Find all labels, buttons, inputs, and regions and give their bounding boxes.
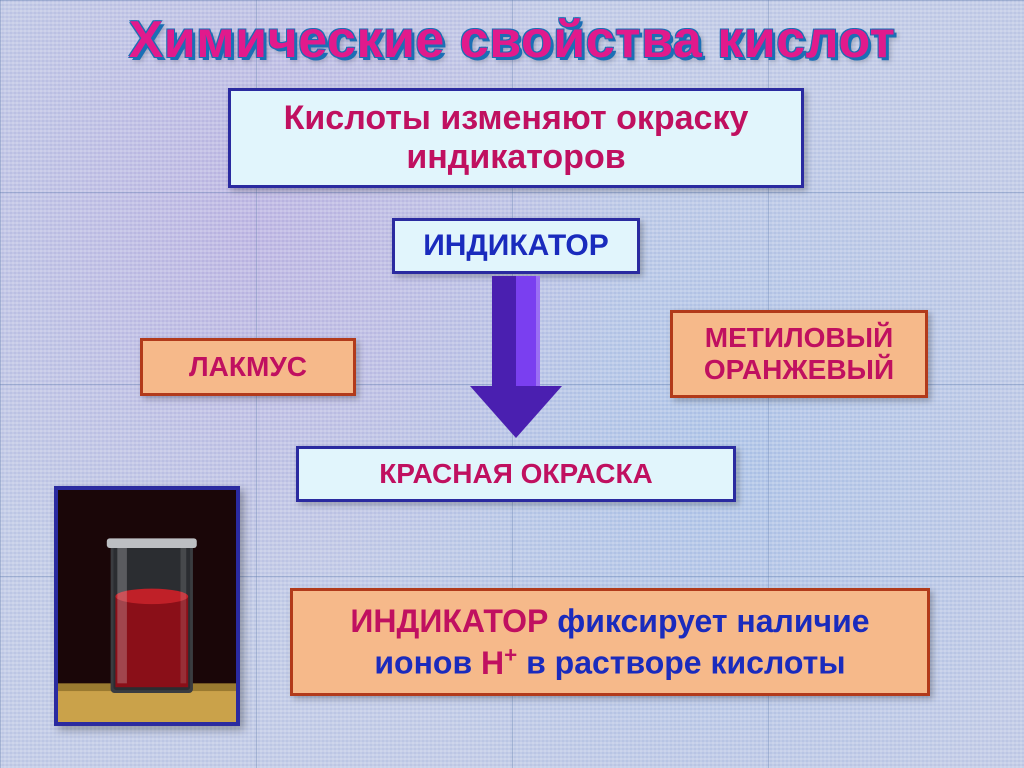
box-meo-line1: МЕТИЛОВЫЙ xyxy=(704,322,894,354)
box-indicator-detects-h-ions: ИНДИКАТОР фиксирует наличие ионов H+ в р… xyxy=(290,588,930,696)
footer-text-1: фиксирует наличие xyxy=(548,603,869,639)
down-arrow xyxy=(468,276,564,438)
footer-ion-h-plus: H+ xyxy=(481,645,517,681)
footer-keyword-indicator: ИНДИКАТОР xyxy=(350,603,548,639)
box-indicator: ИНДИКАТОР xyxy=(392,218,640,274)
box-meo-line2: ОРАНЖЕВЫЙ xyxy=(704,354,894,386)
slide-title: Химические свойства кислот xyxy=(0,10,1024,70)
box-top-line2: индикаторов xyxy=(284,138,749,177)
box-acids-change-indicators: Кислоты изменяют окраску индикаторов xyxy=(228,88,804,188)
beaker-photo xyxy=(54,486,240,726)
box-litmus: ЛАКМУС xyxy=(140,338,356,396)
box-red-color: КРАСНАЯ ОКРАСКА xyxy=(296,446,736,502)
footer-text-2: ионов xyxy=(374,645,481,681)
beaker-illustration xyxy=(58,490,236,722)
box-methyl-orange: МЕТИЛОВЫЙ ОРАНЖЕВЫЙ xyxy=(670,310,928,398)
footer-text-3: в растворе кислоты xyxy=(517,645,845,681)
box-top-line1: Кислоты изменяют окраску xyxy=(284,99,749,138)
